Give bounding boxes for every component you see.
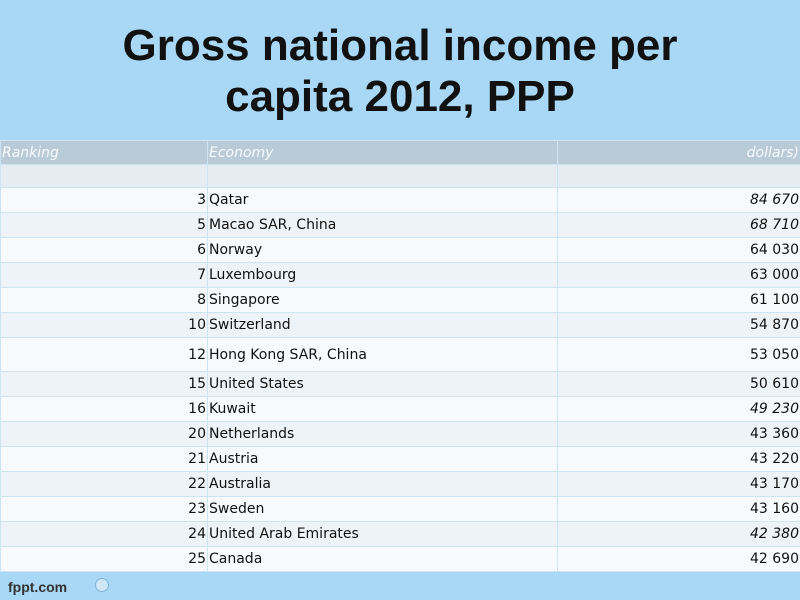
row-value: 43 160 (557, 496, 800, 522)
table-row: 12 Hong Kong SAR, China 53 050 (0, 337, 800, 372)
row-value: 49 230 (557, 396, 800, 422)
slide-title-line-2: capita 2012, PPP (225, 72, 575, 121)
row-rank: 6 (0, 237, 208, 263)
table-row: 21 Austria 43 220 (0, 446, 800, 472)
row-value: 64 030 (557, 237, 800, 263)
row-value: 68 710 (557, 212, 800, 238)
row-rank: 12 (0, 337, 208, 372)
row-economy: Luxembourg (207, 262, 558, 288)
table-row: 8 Singapore 61 100 (0, 287, 800, 313)
row-economy: Norway (207, 237, 558, 263)
row-value: 84 670 (557, 187, 800, 213)
row-rank: 3 (0, 187, 208, 213)
table-row: 3 Qatar 84 670 (0, 187, 800, 213)
row-rank: 20 (0, 421, 208, 447)
fppt-logo: fppt.com (8, 579, 68, 595)
table-row: 16 Kuwait 49 230 (0, 396, 800, 422)
table-row: 22 Australia 43 170 (0, 471, 800, 497)
row-rank: 25 (0, 546, 208, 572)
row-economy: Macao SAR, China (207, 212, 558, 238)
row-economy: Canada (207, 546, 558, 572)
table-row: 25 Canada 42 690 (0, 546, 800, 572)
table-row: 23 Sweden 43 160 (0, 496, 800, 522)
row-rank: 21 (0, 446, 208, 472)
row-economy: United States (207, 371, 558, 397)
row-value: 53 050 (557, 337, 800, 372)
row-rank: 24 (0, 521, 208, 547)
row-rank: 5 (0, 212, 208, 238)
row-economy: Qatar (207, 187, 558, 213)
table-row: 7 Luxembourg 63 000 (0, 262, 800, 288)
row-economy: Austria (207, 446, 558, 472)
table-header-row: Ranking Economy dollars) (0, 140, 800, 165)
row-rank: 7 (0, 262, 208, 288)
row-value: 43 220 (557, 446, 800, 472)
row-economy: Australia (207, 471, 558, 497)
slide-title: Gross national income per capita 2012, P… (0, 20, 800, 122)
table-row: 15 United States 50 610 (0, 371, 800, 397)
slide-title-line-1: Gross national income per (122, 21, 678, 70)
header-dollars: dollars) (557, 140, 800, 165)
row-value: 61 100 (557, 287, 800, 313)
row-value: 54 870 (557, 312, 800, 338)
row-rank: 23 (0, 496, 208, 522)
row-economy: Netherlands (207, 421, 558, 447)
row-economy: United Arab Emirates (207, 521, 558, 547)
row-rank: 10 (0, 312, 208, 338)
row-value: 43 360 (557, 421, 800, 447)
table-row: 20 Netherlands 43 360 (0, 421, 800, 447)
row-economy: Sweden (207, 496, 558, 522)
row-economy: Kuwait (207, 396, 558, 422)
row-rank: 16 (0, 396, 208, 422)
table-row: 6 Norway 64 030 (0, 237, 800, 263)
logo-mark-icon (95, 578, 109, 592)
table-row: 10 Switzerland 54 870 (0, 312, 800, 338)
row-rank: 15 (0, 371, 208, 397)
table-blank-row (0, 164, 800, 188)
row-value: 63 000 (557, 262, 800, 288)
row-value: 42 380 (557, 521, 800, 547)
row-economy: Hong Kong SAR, China (207, 337, 558, 372)
table-row: 24 United Arab Emirates 42 380 (0, 521, 800, 547)
gni-table: Ranking Economy dollars) 3 Qatar 84 670 5 Ma… (0, 140, 800, 572)
row-rank: 8 (0, 287, 208, 313)
row-value: 43 170 (557, 471, 800, 497)
row-economy: Switzerland (207, 312, 558, 338)
header-economy: Economy (207, 140, 558, 165)
row-value: 42 690 (557, 546, 800, 572)
row-economy: Singapore (207, 287, 558, 313)
header-ranking: Ranking (0, 140, 208, 165)
table-row: 5 Macao SAR, China 68 710 (0, 212, 800, 238)
row-value: 50 610 (557, 371, 800, 397)
row-rank: 22 (0, 471, 208, 497)
